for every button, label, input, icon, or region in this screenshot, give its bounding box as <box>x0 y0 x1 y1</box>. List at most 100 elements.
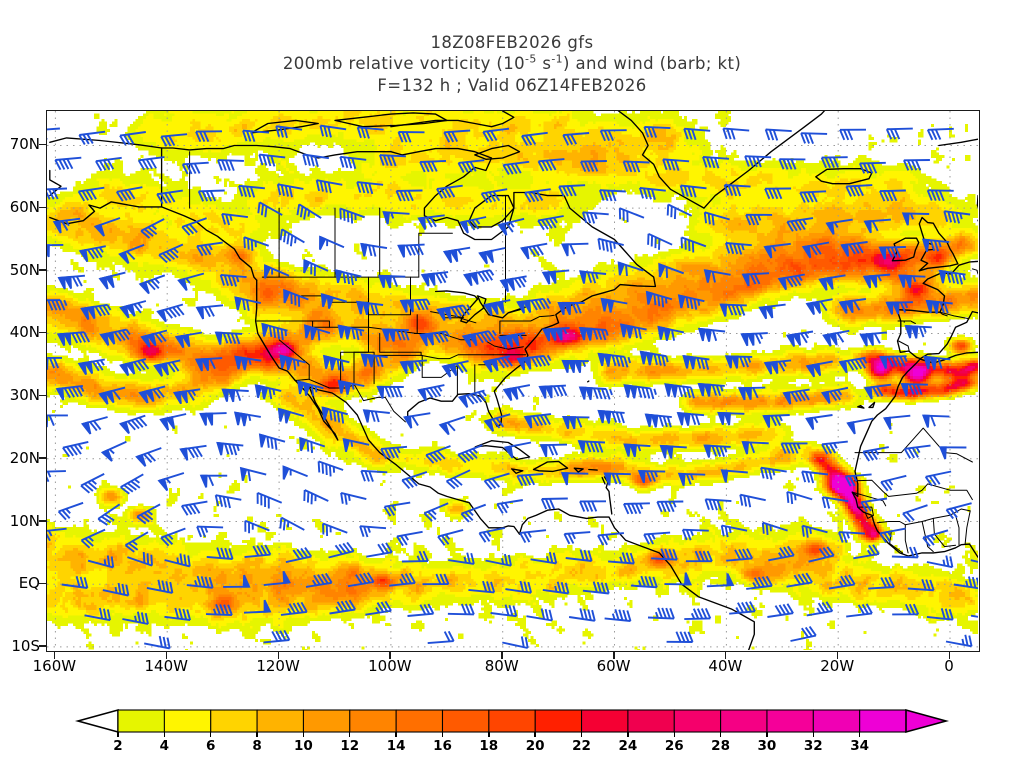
colorbar-tick-18: 18 <box>479 738 499 754</box>
x-axis-tick-60w: 60W <box>596 657 631 675</box>
x-axis-tick-40w: 40W <box>708 657 743 675</box>
title-line-field: 200mb relative vorticity (10-5 s-1) and … <box>0 53 1024 74</box>
colorbar-bin <box>859 709 907 733</box>
colorbar-tick-mark <box>812 732 814 737</box>
x-axis-tick-mark <box>389 652 391 659</box>
y-axis-tick-eq: EQ <box>18 574 40 593</box>
x-axis-tick-20w: 20W <box>820 657 855 675</box>
x-axis-tick-80w: 80W <box>484 657 519 675</box>
x-axis-tick-mark <box>948 652 951 659</box>
y-axis-tick-mark <box>39 331 46 334</box>
vorticity-fill <box>47 111 978 650</box>
colorbar-tick-mark <box>117 732 119 737</box>
y-axis-tick-mark <box>39 645 46 647</box>
y-axis-tick-50n: 50N <box>9 260 40 279</box>
colorbar-bin <box>812 709 861 733</box>
colorbar-bin <box>163 709 212 733</box>
x-axis-tick-100w: 100W <box>368 657 412 675</box>
colorbar-bins <box>74 708 950 734</box>
title-line-valid: F=132 h ; Valid 06Z14FEB2026 <box>377 75 647 95</box>
colorbar-bin <box>720 709 768 733</box>
colorbar-swatches <box>74 708 950 734</box>
colorbar-tick-6: 6 <box>206 738 216 754</box>
y-axis-tick-10n: 10N <box>9 511 40 530</box>
y-axis-tick-60n: 60N <box>9 198 40 217</box>
x-axis-tick-mark <box>836 652 839 659</box>
colorbar-over-arrow <box>905 708 950 734</box>
colorbar-tick-mark <box>766 732 768 737</box>
colorbar-tick-mark <box>858 732 861 737</box>
y-axis-tick-mark <box>39 457 46 459</box>
title-exponent-minus5: -5 <box>525 52 537 66</box>
y-axis-tick-40n: 40N <box>9 323 40 342</box>
y-axis-tick-30n: 30N <box>9 386 40 405</box>
colorbar-tick-30: 30 <box>757 738 777 754</box>
colorbar-bin <box>349 709 397 733</box>
colorbar-bin <box>210 709 258 733</box>
colorbar-bin <box>673 709 722 733</box>
y-axis-tick-mark <box>39 269 46 271</box>
colorbar-tick-mark <box>580 732 583 737</box>
colorbar-tick-mark <box>441 732 444 737</box>
colorbar-tick-mark <box>349 732 351 737</box>
y-axis-tick-70n: 70N <box>9 135 40 154</box>
colorbar-tick-mark <box>395 732 397 737</box>
colorbar-tick-22: 22 <box>572 738 591 754</box>
colorbar-tick-mark <box>302 732 305 737</box>
colorbar-tick-32: 32 <box>803 738 823 754</box>
colorbar-tick-2: 2 <box>113 738 123 754</box>
title-exponent-minus1: -1 <box>551 52 564 66</box>
colorbar-tick-24: 24 <box>618 738 638 754</box>
colorbar-bin <box>766 709 815 733</box>
colorbar-tick-mark <box>673 732 675 737</box>
x-axis-tick-mark <box>53 652 56 659</box>
title-field-suffix: ) and wind (barb; kt) <box>563 54 742 74</box>
colorbar-tick-mark <box>488 732 490 737</box>
x-axis-tick-mark <box>724 652 727 659</box>
colorbar-bin <box>534 709 583 733</box>
y-axis-tick-mark <box>39 394 46 397</box>
x-axis-tick-mark <box>501 652 503 659</box>
colorbar-tick-mark <box>163 732 166 737</box>
map-plot-area[interactable] <box>46 110 980 652</box>
colorbar-tick-14: 14 <box>386 738 406 754</box>
y-axis-tick-mark <box>39 520 46 522</box>
colorbar-tick-mark <box>719 732 722 737</box>
colorbar-tick-20: 20 <box>525 738 545 754</box>
colorbar-tick-mark <box>627 732 629 737</box>
colorbar-tick-mark <box>534 732 536 737</box>
colorbar-tick-26: 26 <box>664 738 684 754</box>
x-axis-tick-0: 0 <box>944 657 954 675</box>
x-axis-tick-140w: 140W <box>144 657 188 675</box>
colorbar-tick-34: 34 <box>850 738 870 754</box>
colorbar-bin <box>441 709 490 733</box>
y-axis-tick-mark <box>39 582 46 585</box>
chart-title-block: 18Z08FEB2026 gfs 200mb relative vorticit… <box>0 32 1024 96</box>
x-axis-tick-mark <box>613 652 615 659</box>
wind-barbs <box>47 124 978 650</box>
colorbar-bin <box>580 709 629 733</box>
map-canvas <box>47 111 978 650</box>
colorbar-bin <box>256 709 305 733</box>
colorbar-tick-10: 10 <box>294 738 313 754</box>
x-axis-tick-160w: 160W <box>32 657 77 675</box>
title-line-model: 18Z08FEB2026 gfs <box>430 33 594 52</box>
colorbar-tick-mark <box>256 732 258 737</box>
y-axis-tick-mark <box>39 143 46 146</box>
colorbar-tick-12: 12 <box>340 738 360 754</box>
colorbar[interactable]: 2 4 6 8 10 12 14 16 18 20 22 24 26 28 30 32 34 <box>0 700 1024 762</box>
colorbar-tick-28: 28 <box>711 738 730 754</box>
y-axis-tick-20n: 20N <box>9 448 40 467</box>
colorbar-bin <box>627 709 675 733</box>
y-axis-tick-mark <box>39 206 46 209</box>
colorbar-bin <box>488 709 536 733</box>
title-field-mid: s <box>536 54 552 74</box>
colorbar-under-arrow <box>74 708 119 734</box>
x-axis-tick-mark <box>277 652 280 659</box>
colorbar-tick-mark <box>210 732 212 737</box>
colorbar-tick-4: 4 <box>159 738 170 754</box>
colorbar-bin <box>395 709 444 733</box>
title-field-prefix: 200mb relative vorticity (10 <box>282 54 526 74</box>
colorbar-tick-16: 16 <box>433 738 452 754</box>
